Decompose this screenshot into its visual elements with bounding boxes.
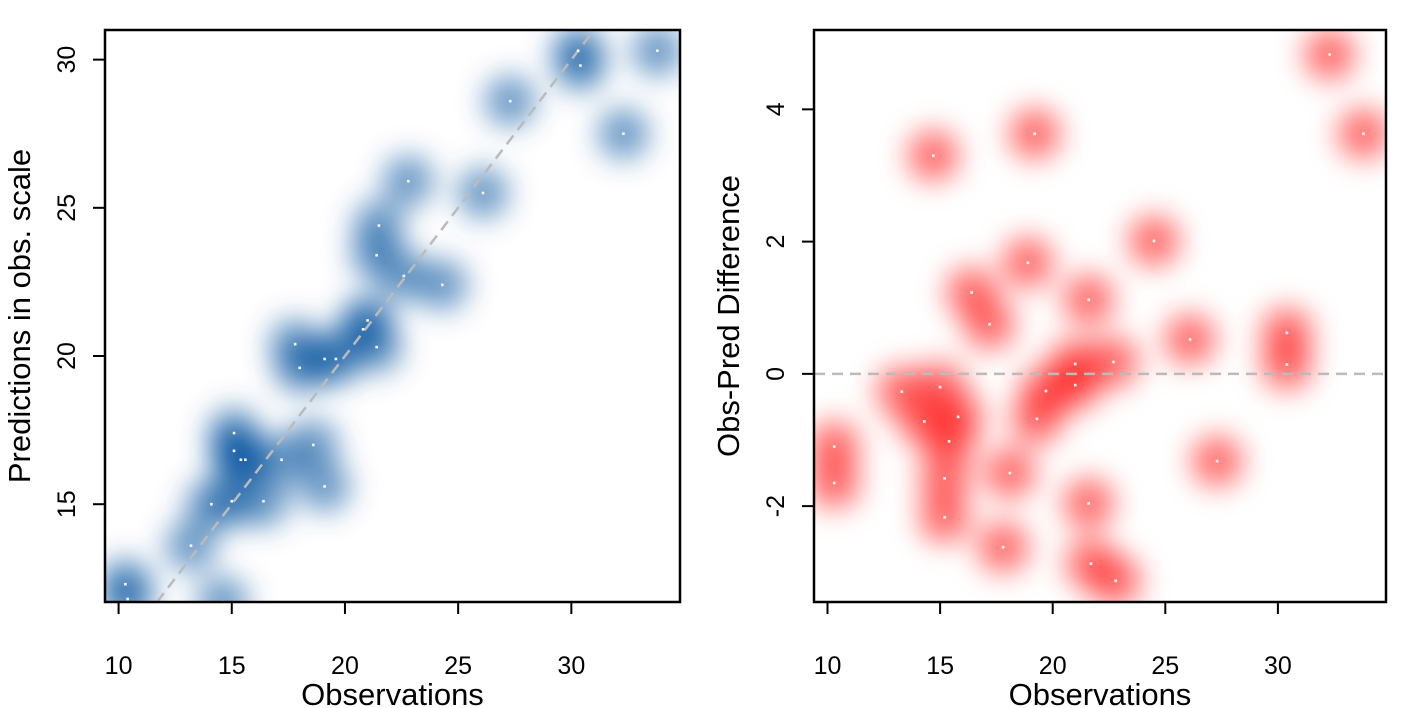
y-tick-label: 2 xyxy=(762,235,790,249)
data-point xyxy=(1087,502,1091,505)
y-tick-label: 20 xyxy=(53,342,81,370)
data-point xyxy=(262,499,265,503)
data-point xyxy=(126,597,129,601)
panel-1: 10 15 20 25 30 15 20 25 30 Observations Prediction… xyxy=(2,28,682,708)
data-point xyxy=(232,431,236,435)
data-point xyxy=(377,224,381,227)
density-blob xyxy=(631,30,680,77)
data-point xyxy=(1087,298,1091,302)
x-tick-label: 20 xyxy=(331,652,359,680)
data-point xyxy=(988,322,991,326)
density-blob xyxy=(105,573,154,602)
data-point xyxy=(656,49,659,53)
x-axis-label: Observations xyxy=(301,677,484,708)
y-tick-label: 0 xyxy=(762,367,790,381)
data-point xyxy=(375,345,378,349)
data-point xyxy=(280,458,283,462)
data-point xyxy=(334,357,338,361)
data-point xyxy=(947,440,951,443)
data-point xyxy=(943,516,946,519)
x-axis-label: Observations xyxy=(1009,677,1192,708)
y-tick-label: 4 xyxy=(762,102,790,116)
data-point xyxy=(1008,471,1012,475)
data-point xyxy=(1188,338,1192,341)
y-axis-label: Obs-Pred Difference xyxy=(711,175,746,457)
data-point xyxy=(402,274,406,278)
data-point xyxy=(1285,363,1289,366)
x-tick-label: 10 xyxy=(814,652,842,680)
density-blob xyxy=(1089,554,1142,602)
data-point xyxy=(956,415,960,419)
data-point xyxy=(366,319,369,322)
plot-frame xyxy=(812,28,1388,604)
data-point xyxy=(900,390,904,394)
data-point xyxy=(832,445,836,448)
x-tick-label: 20 xyxy=(1039,652,1067,680)
data-point xyxy=(239,458,243,462)
data-point xyxy=(932,154,935,157)
data-point xyxy=(1035,417,1039,421)
data-point xyxy=(1073,362,1077,366)
y-tick-label: 15 xyxy=(53,490,81,518)
data-point xyxy=(1362,132,1365,136)
data-point xyxy=(508,99,512,103)
panel-2: 10 15 20 25 30 -2 0 2 4 Observations Obs-Pred Diff… xyxy=(711,28,1388,708)
data-point xyxy=(293,342,297,346)
data-point xyxy=(244,458,247,462)
data-point xyxy=(441,283,444,287)
data-point xyxy=(189,544,193,547)
y-tick-label: 30 xyxy=(53,46,81,74)
x-tick-label: 30 xyxy=(557,652,585,680)
density-layer xyxy=(105,30,680,602)
identity-line xyxy=(156,30,595,602)
data-point xyxy=(579,64,582,67)
data-point xyxy=(298,366,301,370)
data-point xyxy=(124,582,127,586)
data-point xyxy=(923,420,926,423)
x-tick-label: 15 xyxy=(926,652,954,680)
data-point xyxy=(1328,53,1332,56)
x-tick-label: 30 xyxy=(1264,652,1292,680)
data-point xyxy=(323,485,326,488)
density-blob xyxy=(196,576,249,602)
data-point xyxy=(1152,239,1156,243)
data-point xyxy=(1114,579,1118,583)
data-point xyxy=(1112,360,1115,364)
data-point xyxy=(375,253,378,257)
x-tick-label: 10 xyxy=(105,652,133,680)
density-layer xyxy=(814,30,1386,602)
y-axis-label: Predictions in obs. scale xyxy=(2,149,37,483)
data-point xyxy=(407,179,410,183)
data-point xyxy=(622,132,625,136)
data-point xyxy=(1026,261,1030,265)
x-tick-label: 15 xyxy=(218,652,246,680)
data-point xyxy=(938,385,942,389)
density-blob xyxy=(814,456,861,509)
data-point xyxy=(943,477,946,480)
data-point xyxy=(230,499,234,503)
data-point xyxy=(1215,459,1219,463)
data-point xyxy=(576,49,580,53)
data-point xyxy=(210,502,213,506)
x-tick-label: 25 xyxy=(1151,652,1179,680)
y-tick-label: -2 xyxy=(762,495,790,517)
x-tick-label: 25 xyxy=(444,652,472,680)
plot-frame xyxy=(103,28,682,604)
data-point xyxy=(832,481,836,485)
data-point xyxy=(1044,389,1048,393)
data-point xyxy=(1001,545,1005,549)
data-point xyxy=(232,449,236,453)
data-point xyxy=(1033,132,1036,136)
data-point xyxy=(1089,562,1093,565)
y-tick-label: 25 xyxy=(53,194,81,222)
density-blob xyxy=(1337,107,1386,160)
data-point xyxy=(481,191,485,195)
data-point xyxy=(1073,383,1077,387)
data-point xyxy=(1285,331,1289,335)
data-point xyxy=(361,328,365,331)
data-point xyxy=(970,291,973,294)
data-point xyxy=(311,443,315,447)
data-point xyxy=(323,357,326,361)
